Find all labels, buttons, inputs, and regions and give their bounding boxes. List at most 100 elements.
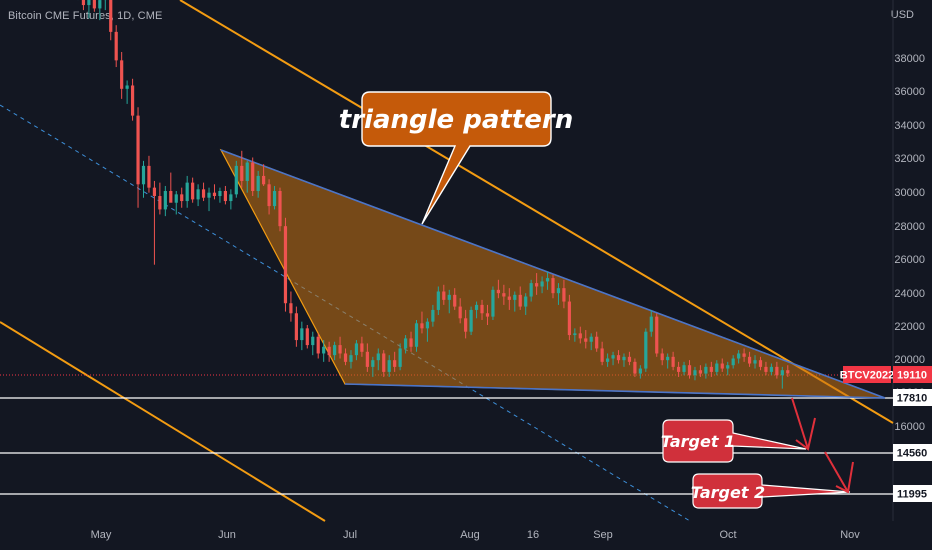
candle-body [365, 351, 369, 367]
candle-body [496, 289, 500, 294]
candle-body [300, 328, 304, 341]
candle-body [758, 360, 763, 367]
level-badge-bg [893, 485, 932, 502]
candle-body [742, 353, 746, 357]
candle-body [611, 355, 615, 359]
candle-body [616, 355, 621, 361]
projection-arrows [791, 397, 854, 494]
candle-body [595, 336, 599, 349]
candle-body [627, 356, 632, 362]
candle-body [152, 187, 157, 197]
candle-body [518, 294, 522, 307]
x-axis-ticks: May Jun Jul Aug 16 Sep Oct Nov [91, 529, 861, 541]
candle-body [562, 288, 566, 302]
x-tick: 16 [527, 529, 539, 541]
target-2-label: Target 2 [691, 483, 765, 502]
candle-body [174, 194, 178, 203]
candle-body [316, 336, 320, 354]
candle-body [644, 331, 648, 369]
candle-body [234, 165, 238, 195]
level-badge-11995: 11995 [893, 485, 932, 502]
candle-body [464, 318, 468, 332]
candle-body [469, 309, 473, 332]
y-tick: 22000 [894, 321, 925, 333]
candle-body [409, 338, 413, 347]
candle-body [311, 336, 315, 346]
candle-body [191, 182, 195, 200]
candle-body [764, 366, 768, 372]
candle-body [737, 353, 741, 359]
candlestick-series [77, 0, 790, 389]
symbol-title: Bitcoin CME Futures, 1D, CME [8, 10, 163, 22]
candle-body [376, 353, 380, 361]
candle-body [474, 304, 479, 310]
candle-body [240, 165, 244, 181]
candle-body [649, 316, 653, 332]
symbol-badge-label: BTCV2022 [840, 370, 894, 382]
y-tick: 16000 [894, 421, 925, 433]
arrow-path-2 [824, 451, 849, 493]
level-badge-value: 17810 [897, 393, 928, 405]
candle-body [480, 304, 484, 314]
candle-body [272, 191, 277, 207]
candle-body [92, 0, 96, 9]
candle-body [780, 370, 784, 376]
y-tick: 20000 [894, 354, 925, 366]
candle-body [185, 182, 189, 202]
candle-body [414, 323, 419, 347]
candle-body [431, 309, 435, 322]
candle-body [114, 31, 118, 61]
candle-body [403, 338, 408, 349]
level-badge-17810: 17810 [893, 389, 932, 406]
candle-body [524, 296, 528, 307]
target-2-callout[interactable]: Target 2 [691, 473, 851, 509]
candle-body [453, 294, 457, 307]
candle-body [491, 289, 495, 317]
symbol-badge-bg [843, 366, 891, 383]
candle-body [753, 360, 757, 364]
candle-body [141, 165, 146, 185]
candle-body [349, 355, 353, 362]
lower-channel-line[interactable] [0, 321, 326, 522]
target-2-bubble [692, 473, 851, 509]
candle-body [600, 348, 604, 362]
candle-body [120, 60, 124, 89]
candle-body [158, 196, 162, 210]
y-tick: 30000 [894, 187, 925, 199]
candle-body [81, 0, 86, 6]
x-tick: Aug [460, 529, 480, 541]
x-tick: Oct [719, 529, 736, 541]
candle-body [333, 345, 337, 356]
y-tick: 32000 [894, 153, 925, 165]
x-tick: Jun [218, 529, 236, 541]
candle-body [251, 162, 255, 191]
triangle-lower-edge [344, 383, 886, 399]
triangle-upper-edge [220, 149, 886, 399]
candle-body [387, 360, 391, 372]
candle-body [305, 328, 309, 346]
currency-label: USD [890, 9, 914, 21]
upper-channel-line[interactable] [179, 0, 894, 424]
target-1-callout[interactable]: Target 1 [661, 419, 807, 463]
candle-body [147, 165, 151, 188]
candle-body [436, 291, 440, 310]
triangle-pattern-callout[interactable]: triangle pattern [339, 91, 573, 225]
candle-body [201, 189, 206, 198]
candle-body [715, 363, 719, 372]
candle-body [343, 353, 348, 362]
y-tick: 34000 [894, 120, 925, 132]
candle-body [327, 346, 331, 356]
candle-body [420, 323, 424, 329]
price-badge-bg [893, 366, 932, 383]
candle-body [535, 283, 539, 287]
candle-body [551, 278, 555, 294]
level-badge-bg [893, 444, 932, 461]
candle-body [87, 0, 91, 6]
level-badge-bg [893, 389, 932, 406]
candle-body [687, 365, 692, 376]
candle-body [294, 313, 298, 341]
candle-body [556, 288, 561, 294]
candle-body [229, 194, 233, 202]
candle-body [207, 192, 211, 198]
